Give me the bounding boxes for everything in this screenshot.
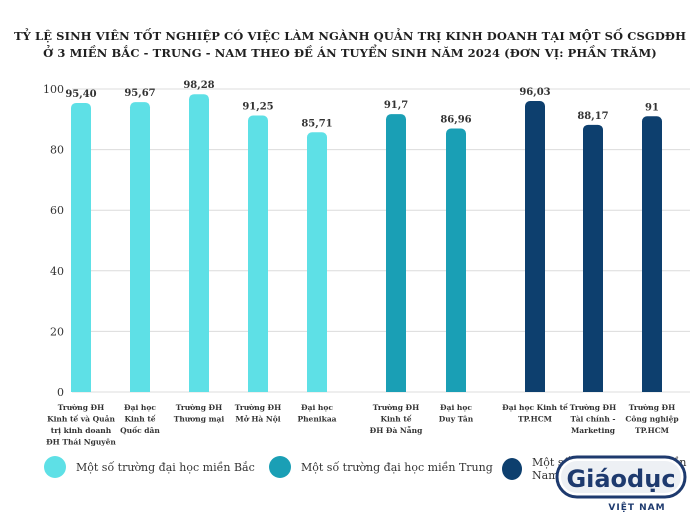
y-tick-label: 20: [50, 325, 64, 338]
legend-north-swatch: [44, 456, 66, 478]
x-tick-label: Trường ĐH: [58, 403, 104, 412]
x-tick-label: Kinh tế: [380, 415, 411, 424]
data-label: 91,7: [384, 100, 408, 111]
bar: [130, 102, 150, 392]
x-tick-label: Phenikaa: [297, 415, 336, 424]
x-tick-label: Đại học: [440, 403, 472, 412]
bar-base: [130, 386, 150, 392]
x-tick-label: Trường ĐH: [373, 403, 419, 412]
x-tick-label: Trường ĐH: [570, 403, 616, 412]
y-tick-label: 40: [50, 265, 64, 278]
data-label: 96,03: [519, 87, 550, 98]
bar: [248, 115, 268, 392]
bar: [189, 94, 209, 392]
x-tick-label: trị kinh doanh: [51, 426, 112, 435]
legend-north: Một số trường đại học miền Bắc: [44, 456, 255, 478]
bar-base: [189, 386, 209, 392]
bar: [307, 132, 327, 392]
x-tick-label: Tài chính -: [570, 415, 615, 424]
x-tick-label: Trường ĐH: [629, 403, 675, 412]
y-tick-label: 0: [57, 386, 64, 399]
legend-central: Một số trường đại học miền Trung: [269, 456, 493, 478]
bar-base: [386, 386, 406, 392]
x-tick-label: TP.HCM: [518, 415, 552, 424]
bar: [583, 124, 603, 392]
x-tick-label: Đại học: [301, 403, 333, 412]
data-label: 95,40: [65, 89, 96, 100]
bar: [71, 102, 91, 393]
x-tick-label: Kinh tế và Quản: [47, 415, 115, 424]
x-tick-label: ĐH Thái Nguyên: [46, 438, 116, 447]
x-tick-label: Trường ĐH: [176, 403, 222, 412]
svg-text:VIỆT NAM: VIỆT NAM: [608, 502, 665, 513]
data-label: 85,71: [301, 118, 332, 129]
legend-central-label: Một số trường đại học miền Trung: [301, 460, 493, 474]
x-tick-label: TP.HCM: [635, 426, 669, 435]
x-tick-label: Mở Hà Nội: [235, 415, 280, 424]
bar-base: [248, 386, 268, 392]
x-tick-label: Trường ĐH: [235, 403, 281, 412]
bar-base: [525, 386, 545, 392]
bar-base: [642, 386, 662, 392]
data-label: 91,25: [242, 102, 273, 113]
x-tick-label: Quốc dân: [120, 426, 160, 435]
giaoduc-logo: Giáodục VIỆT NAM: [555, 455, 687, 513]
bar: [446, 128, 466, 392]
bar-base: [446, 386, 466, 392]
data-label: 88,17: [577, 111, 608, 122]
bar-base: [71, 386, 91, 392]
x-tick-label: Marketing: [571, 426, 616, 435]
bar: [642, 116, 662, 393]
legend-central-swatch: [269, 456, 291, 478]
y-tick-label: 80: [50, 144, 64, 157]
chart-title-line1: TỶ LỆ SINH VIÊN TỐT NGHIỆP CÓ VIỆC LÀM N…: [13, 29, 687, 43]
chart-title-line2: Ở 3 MIỀN BẮC - TRUNG - NAM THEO ĐỀ ÁN TU…: [43, 46, 657, 60]
x-tick-label: Công nghiệp: [625, 415, 678, 424]
y-tick-label: 100: [43, 83, 64, 96]
x-tick-label: Kinh tế: [124, 415, 155, 424]
data-label: 98,28: [183, 80, 214, 91]
x-tick-label: Đại học: [124, 403, 156, 412]
x-tick-label: Duy Tân: [439, 415, 474, 424]
data-label: 95,67: [124, 88, 155, 99]
y-tick-label: 60: [50, 204, 64, 217]
bar-base: [307, 386, 327, 392]
bar: [525, 101, 545, 392]
data-label: 86,96: [440, 115, 471, 126]
legend-south-swatch: [502, 458, 523, 480]
x-tick-label: Thương mại: [174, 415, 225, 424]
bar-base: [583, 386, 603, 392]
data-label: 91: [645, 102, 659, 113]
bar: [386, 114, 406, 393]
chart-title: TỶ LỆ SINH VIÊN TỐT NGHIỆP CÓ VIỆC LÀM N…: [0, 28, 700, 62]
x-tick-label: ĐH Đà Nẵng: [370, 426, 423, 435]
legend-north-label: Một số trường đại học miền Bắc: [76, 460, 255, 474]
svg-text:Giáodục: Giáodục: [566, 465, 675, 493]
x-tick-label: Đại học Kinh tế: [502, 403, 568, 412]
